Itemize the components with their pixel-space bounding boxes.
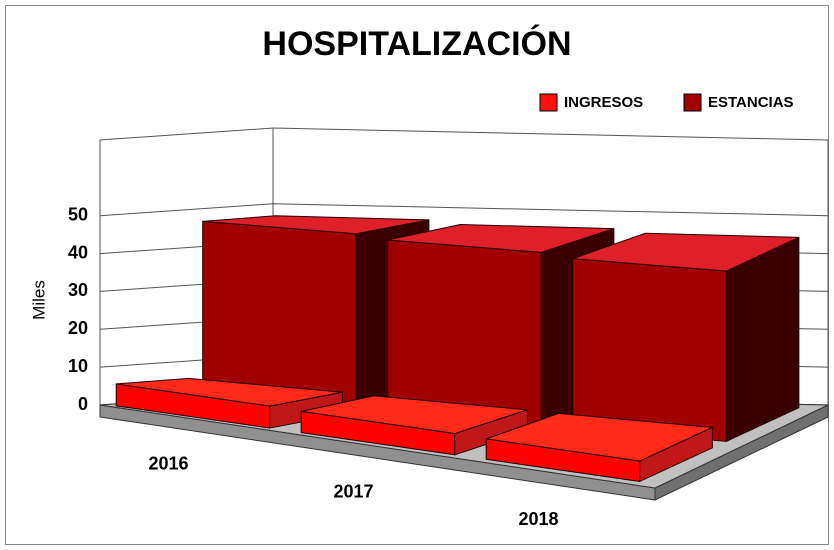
legend-label: ESTANCIAS — [708, 94, 794, 111]
legend-label: INGRESOS — [564, 94, 643, 111]
y-axis-label: Miles — [29, 280, 48, 320]
bar-top — [202, 215, 429, 235]
x-tick-label: 2018 — [518, 509, 558, 529]
chart-title: HOSPITALIZACIÓN — [262, 25, 571, 63]
bar-front — [387, 239, 542, 428]
legend-swatch — [683, 93, 702, 112]
y-tick-label: 50 — [68, 204, 88, 224]
grid-line — [99, 203, 829, 217]
y-tick-label: 30 — [68, 280, 88, 300]
bar-front — [572, 258, 727, 442]
bar-top — [116, 377, 343, 407]
y-tick-label: 40 — [68, 242, 88, 262]
bar — [572, 232, 800, 443]
bar — [300, 395, 528, 456]
x-tick-label: 2017 — [333, 481, 373, 501]
bar — [485, 412, 715, 483]
y-tick-label: 10 — [68, 356, 88, 376]
bar-side — [725, 236, 800, 443]
y-tick-label: 0 — [78, 394, 88, 414]
y-tick-label: 20 — [68, 318, 88, 338]
bar-top — [301, 395, 528, 435]
x-tick-label: 2016 — [148, 454, 188, 474]
bar-top — [387, 224, 615, 253]
bar-top — [486, 412, 715, 462]
legend-swatch — [539, 93, 558, 112]
bar-top — [572, 232, 800, 272]
